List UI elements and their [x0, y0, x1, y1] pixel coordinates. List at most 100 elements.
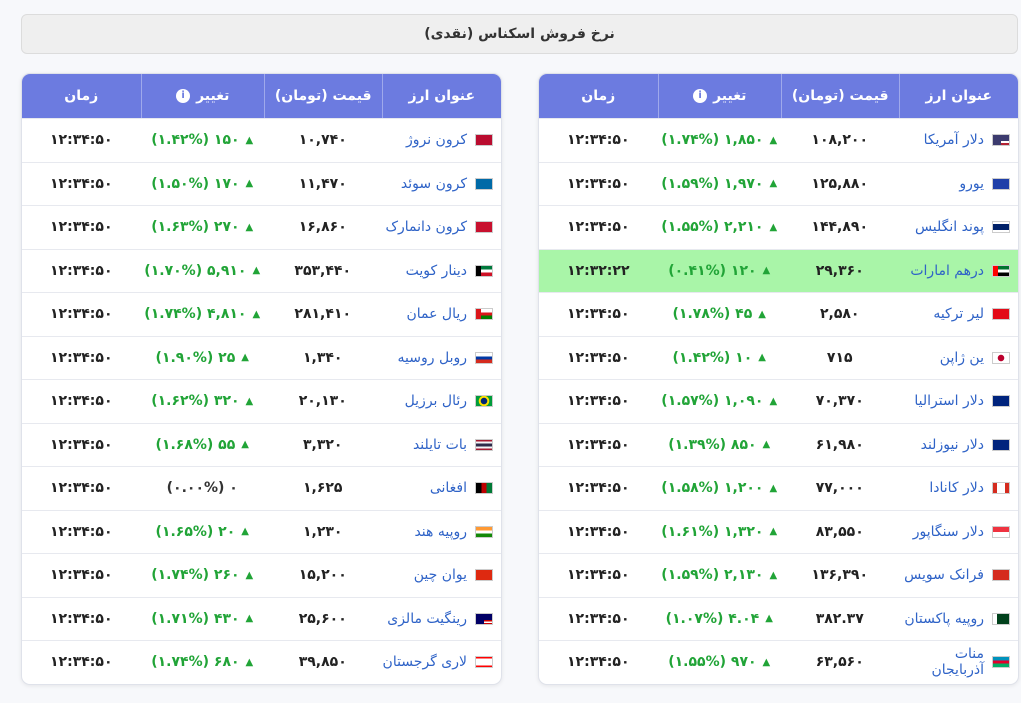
- currency-name-cell[interactable]: بات تایلند: [381, 424, 501, 467]
- currency-name[interactable]: رینگیت مالزی: [387, 610, 467, 627]
- currency-name[interactable]: دلار استرالیا: [914, 393, 984, 410]
- currency-name-cell[interactable]: دلار استرالیا: [898, 380, 1018, 423]
- uae-flag-icon: [992, 264, 1010, 277]
- currency-name-cell[interactable]: یوان چین: [381, 554, 501, 597]
- currency-name-cell[interactable]: فرانک سویس: [898, 554, 1018, 597]
- currency-price: ۸۳,۵۵۰: [815, 523, 864, 540]
- up-arrow-icon: ▲: [245, 395, 254, 407]
- currency-price: ۱,۲۳۰: [302, 523, 343, 540]
- thailand-flag-icon: [475, 438, 493, 451]
- update-time: ۱۲:۳۴:۵۰: [50, 132, 113, 149]
- currency-name-cell[interactable]: روپیه پاکستان: [898, 598, 1018, 641]
- currency-name[interactable]: کرون نروژ: [405, 132, 467, 149]
- up-arrow-icon: ▲: [769, 134, 778, 146]
- currency-name-cell[interactable]: روپیه هند: [381, 511, 501, 554]
- currency-name[interactable]: یوان چین: [413, 567, 467, 584]
- currency-price: ۶۳,۵۶۰: [815, 654, 864, 671]
- currency-name[interactable]: درهم امارات: [910, 262, 984, 279]
- currency-name-cell[interactable]: منات آذربایجان: [898, 641, 1018, 684]
- info-icon[interactable]: i: [693, 89, 708, 103]
- currency-name[interactable]: افغانی: [429, 480, 467, 497]
- currency-change: ▲ ۱,۰۹۰ (۱.۵۷%): [658, 380, 781, 423]
- currency-name-cell[interactable]: کرون سوئد: [381, 163, 501, 206]
- currency-name-cell[interactable]: ریال عمان: [381, 293, 501, 336]
- info-icon[interactable]: i: [176, 89, 191, 103]
- currency-name[interactable]: کرون سوئد: [400, 175, 467, 192]
- update-time: ۱۲:۳۴:۵۰: [567, 175, 630, 192]
- currency-price: ۱,۳۴۰: [302, 349, 343, 366]
- table-row: رینگیت مالزی ۲۵,۶۰۰ ▲ ۴۳۰ (۱.۷۱%) ۱۲:۳۴:…: [22, 596, 501, 641]
- table-header: عنوان ارز قیمت (تومان) تغییر i زمان: [22, 74, 501, 118]
- denmark-flag-icon: [475, 221, 493, 234]
- update-time: ۱۲:۳۴:۵۰: [50, 523, 113, 540]
- currency-price: ۱۵,۲۰۰: [298, 567, 347, 584]
- currency-name-cell[interactable]: رینگیت مالزی: [381, 598, 501, 641]
- currency-name[interactable]: یورو: [959, 175, 984, 192]
- currency-name[interactable]: منات آذربایجان: [931, 646, 984, 679]
- currency-name-cell[interactable]: درهم امارات: [898, 250, 1018, 293]
- currency-price: ۲۹,۳۶۰: [815, 262, 864, 279]
- update-time: ۱۲:۳۴:۵۰: [50, 393, 113, 410]
- singapore-flag-icon: [992, 525, 1010, 538]
- table-row: لیر ترکیه ۲,۵۸۰ ▲ ۴۵ (۱.۷۸%) ۱۲:۳۴:۵۰: [539, 292, 1018, 336]
- currency-name[interactable]: پوند انگلیس: [914, 219, 984, 236]
- currency-name-cell[interactable]: روبل روسیه: [381, 337, 501, 380]
- currency-price: ۲,۵۸۰: [819, 306, 860, 323]
- change-value: ۵۵ (۱.۶۸%): [155, 436, 236, 453]
- currency-price: ۱۰۸,۲۰۰: [811, 132, 869, 149]
- currency-name-cell[interactable]: لاری گرجستان: [381, 641, 501, 684]
- currency-name-cell[interactable]: دلار آمریکا: [898, 119, 1018, 162]
- header-change: تغییر i: [657, 74, 781, 118]
- up-arrow-icon: ▲: [245, 569, 254, 581]
- currency-change: ▲ ۱,۸۵۰ (۱.۷۴%): [658, 119, 781, 162]
- change-value: ۲۵ (۱.۹۰%): [155, 349, 236, 366]
- up-arrow-icon: ▲: [245, 134, 254, 146]
- currency-price: ۱۴۴,۸۹۰: [811, 219, 869, 236]
- currency-name[interactable]: رئال برزیل: [404, 393, 467, 410]
- currency-name-cell[interactable]: ین ژاپن: [898, 337, 1018, 380]
- currency-name-cell[interactable]: افغانی: [381, 467, 501, 510]
- eu-flag-icon: [992, 177, 1010, 190]
- currency-name-cell[interactable]: کرون نروژ: [381, 119, 501, 162]
- currency-name[interactable]: روبل روسیه: [397, 349, 467, 366]
- currency-name-cell[interactable]: رئال برزیل: [381, 380, 501, 423]
- currency-name[interactable]: کرون دانمارک: [385, 219, 467, 236]
- change-value: ۱۰ (۱.۴۲%): [672, 349, 753, 366]
- update-time: ۱۲:۳۲:۲۲: [567, 262, 630, 279]
- currency-price: ۱۶,۸۶۰: [298, 219, 347, 236]
- currency-name-cell[interactable]: دلار سنگاپور: [898, 511, 1018, 554]
- up-arrow-icon: ▲: [252, 308, 261, 320]
- currency-name[interactable]: دلار سنگاپور: [912, 523, 984, 540]
- currency-name[interactable]: لاری گرجستان: [382, 654, 467, 671]
- currency-name[interactable]: روپیه هند: [414, 523, 467, 540]
- currency-change: ▲ ۲,۱۳۰ (۱.۵۹%): [658, 554, 781, 597]
- currency-name-cell[interactable]: لیر ترکیه: [898, 293, 1018, 336]
- up-arrow-icon: ▲: [252, 265, 261, 277]
- brazil-flag-icon: [475, 395, 493, 408]
- swiss-flag-icon: [992, 569, 1010, 582]
- currency-name-cell[interactable]: پوند انگلیس: [898, 206, 1018, 249]
- up-arrow-icon: ▲: [758, 308, 766, 320]
- currency-name-cell[interactable]: کرون دانمارک: [381, 206, 501, 249]
- currency-change: ▲ ۲۷۰ (۱.۶۳%): [141, 206, 264, 249]
- currency-name-cell[interactable]: دلار کانادا: [898, 467, 1018, 510]
- currency-name-cell[interactable]: یورو: [898, 163, 1018, 206]
- currency-name[interactable]: ین ژاپن: [939, 349, 984, 366]
- currency-name[interactable]: روپیه پاکستان: [904, 610, 984, 627]
- currency-name[interactable]: ریال عمان: [406, 306, 467, 323]
- currency-name[interactable]: دلار کانادا: [929, 480, 984, 497]
- currency-name[interactable]: بات تایلند: [412, 436, 467, 453]
- australia-flag-icon: [992, 395, 1010, 408]
- currency-table-left: عنوان ارز قیمت (تومان) تغییر i زمان کرون…: [21, 73, 502, 685]
- currency-name[interactable]: فرانک سویس: [904, 567, 984, 584]
- currency-change: ▲ ۴.۰۴ (۱.۰۷%): [658, 598, 781, 641]
- currency-change: ▲ ۱,۹۷۰ (۱.۵۹%): [658, 163, 781, 206]
- us-flag-icon: [992, 134, 1010, 147]
- currency-name[interactable]: دلار نیوزلند: [920, 436, 984, 453]
- currency-name[interactable]: دینار کویت: [405, 262, 467, 279]
- uk-flag-icon: [992, 221, 1010, 234]
- currency-name[interactable]: لیر ترکیه: [933, 306, 984, 323]
- currency-name[interactable]: دلار آمریکا: [923, 132, 984, 149]
- currency-name-cell[interactable]: دینار کویت: [381, 250, 501, 293]
- currency-name-cell[interactable]: دلار نیوزلند: [898, 424, 1018, 467]
